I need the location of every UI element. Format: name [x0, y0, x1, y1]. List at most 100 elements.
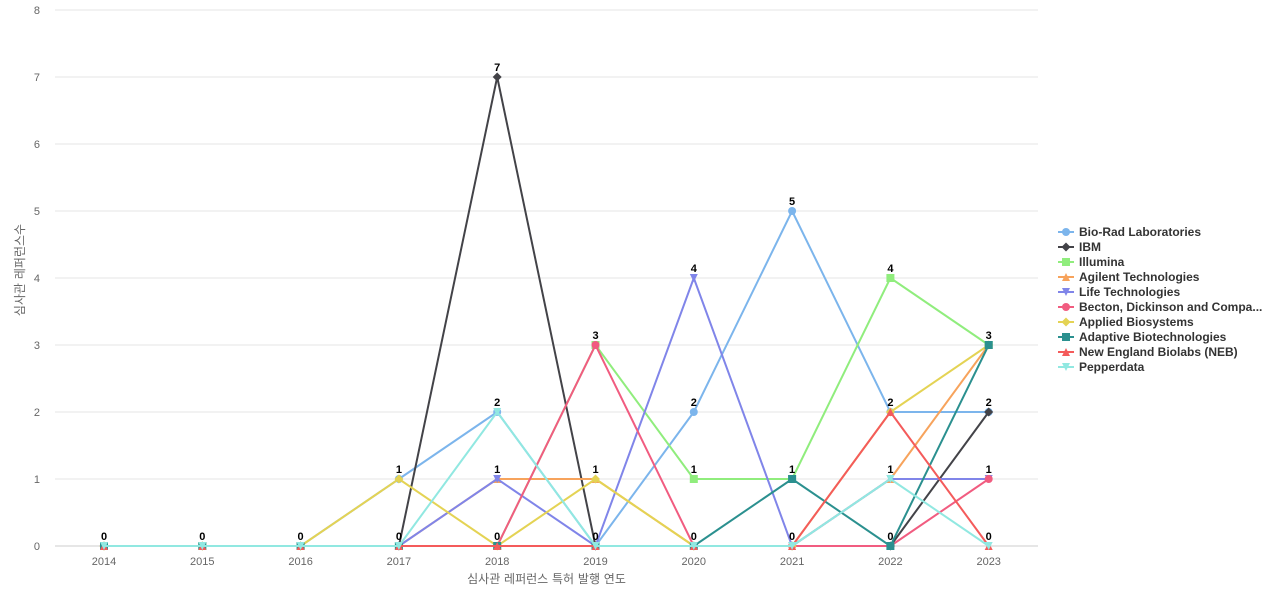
x-tick-label: 2015	[190, 556, 214, 568]
data-label: 4	[691, 263, 698, 275]
data-label: 1	[691, 464, 697, 476]
legend-symbol-icon	[1058, 257, 1074, 266]
legend-item[interactable]: New England Biolabs (NEB)	[1058, 344, 1262, 359]
x-tick-label: 2014	[92, 556, 116, 568]
data-label: 2	[887, 397, 893, 409]
y-tick-label: 4	[34, 273, 40, 285]
y-tick-label: 2	[34, 407, 40, 419]
legend-symbol-icon	[1058, 317, 1074, 326]
data-point[interactable]	[984, 542, 993, 550]
data-label: 0	[199, 531, 205, 543]
legend-item[interactable]: Illumina	[1058, 254, 1262, 269]
data-point[interactable]	[788, 542, 797, 550]
data-label: 3	[592, 330, 598, 342]
data-point[interactable]	[198, 542, 207, 550]
data-point[interactable]	[886, 475, 895, 483]
data-point[interactable]	[788, 475, 797, 483]
legend-symbol-icon	[1058, 287, 1074, 296]
data-point[interactable]	[591, 341, 600, 349]
legend-label: Pepperdata	[1079, 359, 1145, 374]
data-label: 0	[691, 531, 697, 543]
y-tick-label: 8	[34, 5, 40, 17]
series-becton-dickinson-and-compa	[100, 341, 993, 550]
legend-item[interactable]: Agilent Technologies	[1058, 269, 1262, 284]
data-point[interactable]	[394, 542, 403, 550]
legend-item[interactable]: Applied Biosystems	[1058, 314, 1262, 329]
legend-item[interactable]: Becton, Dickinson and Compa...	[1058, 299, 1262, 314]
data-label: 0	[986, 531, 992, 543]
y-tick-label: 1	[34, 474, 40, 486]
data-point[interactable]	[984, 407, 994, 417]
data-label: 1	[494, 464, 500, 476]
series-line	[104, 344, 990, 547]
legend-symbol-icon	[1058, 302, 1074, 311]
legend-symbol-icon	[1058, 332, 1074, 341]
series-layer	[99, 72, 994, 551]
y-tick-label: 7	[34, 72, 40, 84]
legend-symbol-icon	[1058, 347, 1074, 356]
legend-label: Bio-Rad Laboratories	[1079, 224, 1202, 239]
y-tick-label: 6	[34, 139, 40, 151]
data-point[interactable]	[394, 474, 404, 484]
data-point[interactable]	[886, 408, 895, 416]
legend-item[interactable]: IBM	[1058, 239, 1262, 254]
y-axis-ticks: 0 1 2 3 4 5 6 7 8	[34, 5, 40, 553]
x-tick-label: 2023	[976, 556, 1000, 568]
legend-label: Agilent Technologies	[1079, 269, 1200, 284]
data-point[interactable]	[689, 475, 698, 483]
legend-item[interactable]: Bio-Rad Laboratories	[1058, 224, 1262, 239]
data-point[interactable]	[493, 408, 502, 416]
data-point[interactable]	[591, 542, 600, 550]
data-label: 0	[789, 531, 795, 543]
data-point[interactable]	[296, 542, 305, 550]
data-label: 1	[592, 464, 598, 476]
y-tick-label: 3	[34, 340, 40, 352]
x-tick-label: 2016	[288, 556, 312, 568]
data-point[interactable]	[689, 542, 698, 550]
data-point[interactable]	[689, 408, 698, 416]
x-tick-label: 2018	[485, 556, 509, 568]
data-point[interactable]	[492, 72, 502, 82]
data-label: 1	[396, 464, 402, 476]
data-point[interactable]	[886, 274, 895, 282]
data-point[interactable]	[788, 207, 797, 215]
data-label: 0	[887, 531, 893, 543]
series-line	[104, 210, 989, 547]
data-point[interactable]	[984, 475, 993, 483]
data-label: 1	[986, 464, 992, 476]
data-label: 0	[298, 531, 304, 543]
data-label: 0	[494, 531, 500, 543]
data-label: 2	[986, 397, 992, 409]
grid-lines	[55, 9, 1038, 547]
data-point[interactable]	[984, 341, 993, 349]
data-point[interactable]	[493, 542, 502, 550]
data-label: 4	[887, 263, 894, 275]
legend: Bio-Rad Laboratories IBM Illumina Agilent T…	[1058, 224, 1262, 374]
data-label: 0	[101, 531, 107, 543]
series-bio-rad-laboratories	[100, 207, 993, 550]
data-point[interactable]	[689, 274, 698, 282]
x-tick-label: 2020	[682, 556, 706, 568]
data-label: 3	[986, 330, 992, 342]
legend-symbol-icon	[1058, 242, 1074, 251]
legend-item[interactable]: Pepperdata	[1058, 359, 1262, 374]
data-point[interactable]	[493, 475, 502, 483]
y-tick-label: 0	[34, 541, 40, 553]
legend-symbol-icon	[1058, 362, 1074, 371]
data-point[interactable]	[591, 474, 600, 484]
data-point[interactable]	[100, 542, 108, 550]
data-label: 5	[789, 196, 795, 208]
legend-label: Illumina	[1079, 254, 1125, 269]
legend-item[interactable]: Adaptive Biotechnologies	[1058, 329, 1262, 344]
x-tick-label: 2022	[878, 556, 902, 568]
legend-item[interactable]: Life Technologies	[1058, 284, 1262, 299]
legend-label: Becton, Dickinson and Compa...	[1079, 299, 1263, 314]
data-point[interactable]	[886, 542, 895, 550]
series-pepperdata	[100, 408, 993, 550]
series-line	[104, 411, 990, 547]
data-label: 2	[691, 397, 697, 409]
y-tick-label: 5	[34, 206, 40, 218]
data-label: 0	[592, 531, 598, 543]
